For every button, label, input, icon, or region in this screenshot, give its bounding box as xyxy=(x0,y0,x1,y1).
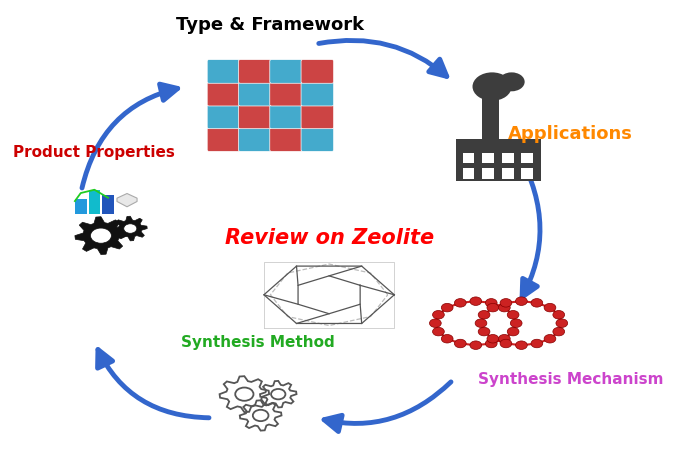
Circle shape xyxy=(499,72,525,91)
Text: Product Properties: Product Properties xyxy=(14,145,175,160)
Polygon shape xyxy=(113,216,147,241)
Text: Review on Zeolite: Review on Zeolite xyxy=(225,228,434,248)
FancyBboxPatch shape xyxy=(238,60,271,83)
Circle shape xyxy=(441,335,453,343)
Circle shape xyxy=(235,387,253,401)
FancyBboxPatch shape xyxy=(238,105,271,129)
FancyBboxPatch shape xyxy=(270,82,302,106)
Circle shape xyxy=(500,339,512,348)
Circle shape xyxy=(531,298,543,307)
Circle shape xyxy=(441,303,453,312)
Circle shape xyxy=(475,319,487,327)
Text: Synthesis Mechanism: Synthesis Mechanism xyxy=(477,372,663,387)
Circle shape xyxy=(553,310,564,319)
Circle shape xyxy=(499,303,510,312)
FancyBboxPatch shape xyxy=(482,153,494,163)
Circle shape xyxy=(473,72,512,101)
FancyBboxPatch shape xyxy=(238,128,271,151)
Text: Type & Framework: Type & Framework xyxy=(176,16,364,34)
Circle shape xyxy=(508,310,519,319)
FancyBboxPatch shape xyxy=(301,82,334,106)
Text: Applications: Applications xyxy=(508,125,633,143)
FancyBboxPatch shape xyxy=(270,105,302,129)
Circle shape xyxy=(478,310,490,319)
FancyBboxPatch shape xyxy=(521,169,533,179)
Circle shape xyxy=(516,297,527,306)
Circle shape xyxy=(544,335,556,343)
FancyBboxPatch shape xyxy=(238,82,271,106)
Circle shape xyxy=(553,327,564,336)
Circle shape xyxy=(271,389,286,399)
Circle shape xyxy=(429,319,441,327)
FancyBboxPatch shape xyxy=(301,105,334,129)
FancyBboxPatch shape xyxy=(207,82,240,106)
Circle shape xyxy=(508,327,519,336)
FancyBboxPatch shape xyxy=(502,169,514,179)
FancyBboxPatch shape xyxy=(301,128,334,151)
FancyBboxPatch shape xyxy=(88,190,100,214)
Circle shape xyxy=(470,341,482,349)
FancyBboxPatch shape xyxy=(270,128,302,151)
Circle shape xyxy=(470,297,482,306)
FancyBboxPatch shape xyxy=(102,196,114,214)
Circle shape xyxy=(487,303,499,312)
FancyBboxPatch shape xyxy=(456,139,541,181)
Circle shape xyxy=(500,298,512,307)
Circle shape xyxy=(516,341,527,349)
Circle shape xyxy=(486,339,497,348)
FancyBboxPatch shape xyxy=(482,96,499,139)
Circle shape xyxy=(454,339,466,348)
FancyBboxPatch shape xyxy=(502,153,514,163)
FancyBboxPatch shape xyxy=(75,199,86,214)
Circle shape xyxy=(544,303,556,312)
FancyBboxPatch shape xyxy=(301,60,334,83)
FancyBboxPatch shape xyxy=(207,105,240,129)
FancyBboxPatch shape xyxy=(463,169,475,179)
FancyBboxPatch shape xyxy=(521,153,533,163)
Circle shape xyxy=(478,327,490,336)
Circle shape xyxy=(454,298,466,307)
Circle shape xyxy=(487,335,499,343)
FancyBboxPatch shape xyxy=(207,60,240,83)
Circle shape xyxy=(486,298,497,307)
Circle shape xyxy=(124,224,137,233)
Circle shape xyxy=(432,327,445,336)
FancyBboxPatch shape xyxy=(463,153,475,163)
Circle shape xyxy=(510,319,522,327)
Text: Synthesis Method: Synthesis Method xyxy=(181,335,334,349)
FancyBboxPatch shape xyxy=(270,60,302,83)
Circle shape xyxy=(432,310,445,319)
Circle shape xyxy=(499,335,510,343)
Circle shape xyxy=(556,319,568,327)
Polygon shape xyxy=(117,194,137,207)
Circle shape xyxy=(90,228,112,243)
Polygon shape xyxy=(75,217,127,255)
Circle shape xyxy=(253,410,269,421)
FancyBboxPatch shape xyxy=(482,169,494,179)
FancyBboxPatch shape xyxy=(207,128,240,151)
Circle shape xyxy=(531,339,543,348)
